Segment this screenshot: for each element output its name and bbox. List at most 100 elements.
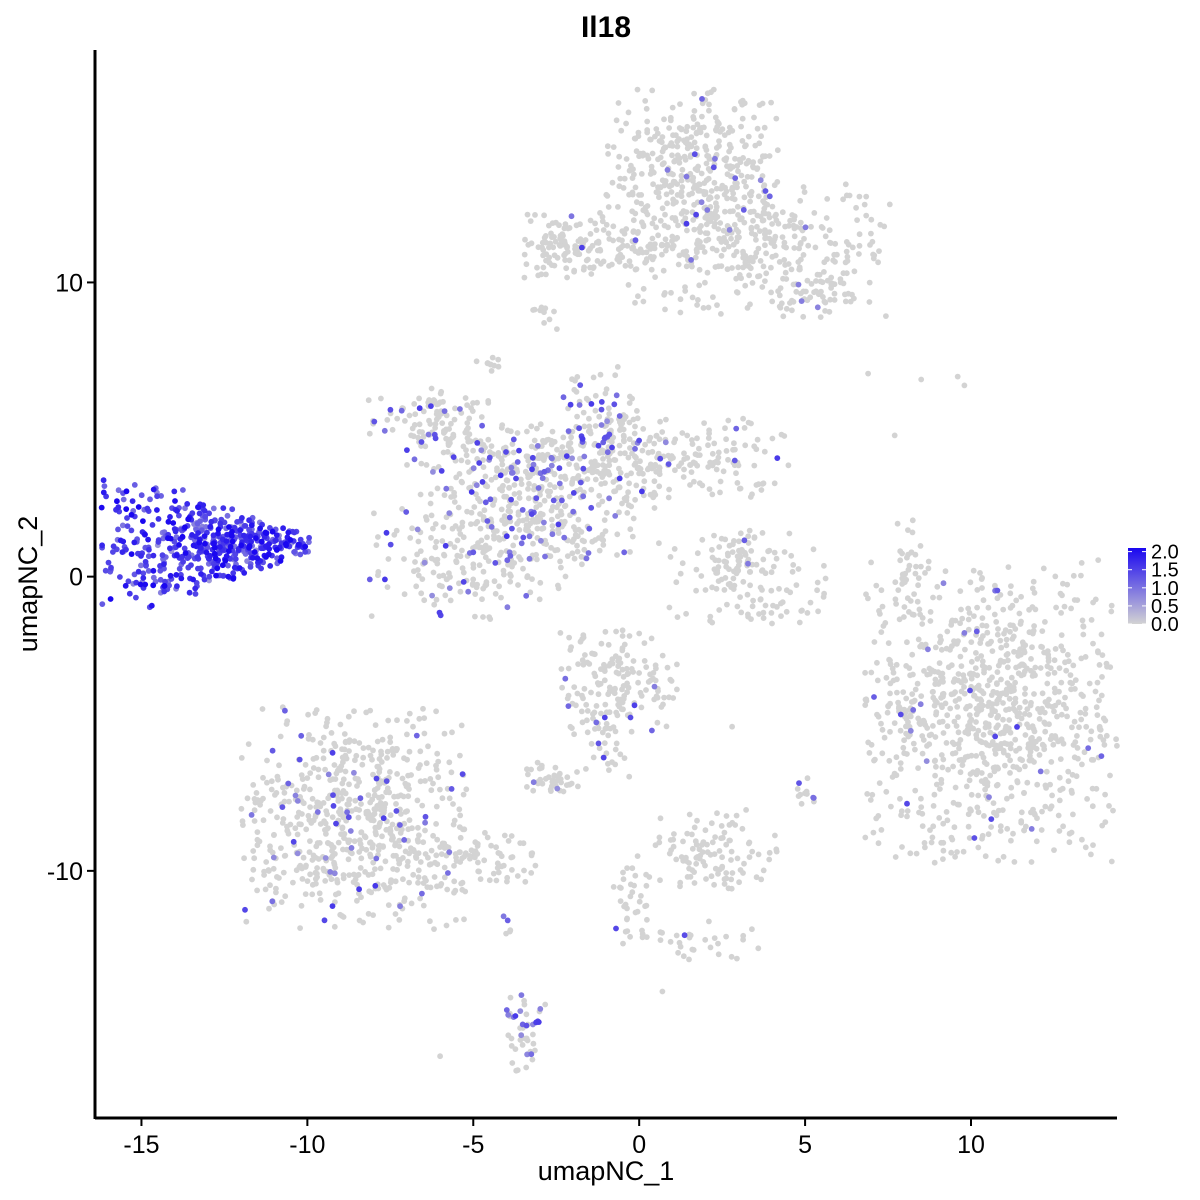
cell-point xyxy=(466,415,473,422)
cell-point xyxy=(337,811,344,818)
cell-point xyxy=(458,880,465,887)
cell-point xyxy=(924,725,931,731)
cell-point xyxy=(209,568,215,575)
cell-point xyxy=(1000,716,1006,723)
cell-point xyxy=(422,827,428,834)
cell-point xyxy=(599,498,606,505)
cell-point xyxy=(734,289,741,296)
cell-point xyxy=(677,943,684,950)
cell-point xyxy=(433,416,440,423)
cell-point xyxy=(728,953,735,960)
cell-point xyxy=(714,302,720,308)
cell-point xyxy=(968,791,975,798)
cell-point xyxy=(456,824,463,830)
cell-point xyxy=(687,462,694,468)
cell-point xyxy=(535,778,542,785)
cell-point xyxy=(661,116,667,123)
cell-point xyxy=(746,272,752,279)
cell-point xyxy=(579,436,586,442)
cell-point xyxy=(1053,604,1059,611)
cell-point xyxy=(957,769,964,776)
cell-point xyxy=(198,571,204,577)
cell-point xyxy=(673,199,679,206)
cell-point xyxy=(726,566,732,573)
cell-point xyxy=(807,599,814,606)
cell-point xyxy=(1000,700,1006,706)
cell-point xyxy=(900,744,907,751)
cell-point xyxy=(1060,740,1067,747)
cell-point xyxy=(441,492,448,498)
cell-point xyxy=(207,552,214,559)
cell-point xyxy=(380,882,387,888)
cell-point xyxy=(534,556,540,563)
cell-point xyxy=(631,702,638,709)
cell-point xyxy=(210,505,217,512)
cell-point xyxy=(540,252,546,259)
cell-point xyxy=(1113,736,1119,743)
cell-point xyxy=(919,823,926,829)
cell-point xyxy=(355,776,361,782)
cell-point xyxy=(883,788,890,795)
cell-point xyxy=(1071,718,1078,725)
cell-point xyxy=(1047,805,1054,812)
cell-point xyxy=(598,710,604,717)
cell-point xyxy=(231,564,238,571)
cell-point xyxy=(598,640,605,647)
cell-point xyxy=(567,647,574,653)
cell-point xyxy=(660,145,667,152)
cell-point xyxy=(259,706,266,712)
cell-point xyxy=(709,546,715,553)
cell-point xyxy=(915,765,921,771)
cell-point xyxy=(885,703,891,709)
cell-point xyxy=(367,851,373,858)
cell-point xyxy=(664,167,671,173)
cell-point xyxy=(1052,646,1059,652)
cell-point xyxy=(616,484,623,490)
cell-point xyxy=(730,575,737,582)
cell-point xyxy=(123,488,130,495)
cell-point xyxy=(824,277,831,284)
cell-point xyxy=(671,179,678,185)
cell-point xyxy=(652,274,658,280)
cell-point xyxy=(699,113,705,120)
cell-point xyxy=(195,565,201,572)
cell-point xyxy=(428,512,435,519)
cell-point xyxy=(430,832,436,839)
cell-point xyxy=(869,791,876,798)
cell-point xyxy=(778,300,785,307)
cell-point xyxy=(959,615,966,622)
cell-point xyxy=(513,500,519,507)
cell-point xyxy=(1007,745,1014,752)
cell-point xyxy=(352,757,358,764)
cell-point xyxy=(157,567,164,574)
cell-point xyxy=(1038,827,1045,833)
cell-point xyxy=(1003,642,1010,649)
cell-point xyxy=(537,501,543,508)
cell-point xyxy=(951,676,958,683)
cell-point xyxy=(354,897,360,904)
cell-point xyxy=(1045,671,1052,677)
cell-point xyxy=(717,489,723,496)
cell-point xyxy=(539,475,546,482)
cell-point xyxy=(507,578,514,585)
cell-point xyxy=(925,646,931,653)
cell-point xyxy=(853,204,859,211)
cell-point xyxy=(737,530,744,537)
cell-point xyxy=(402,848,409,855)
cell-point xyxy=(345,856,352,863)
cell-point xyxy=(901,614,907,620)
cell-point xyxy=(443,843,450,850)
cell-point xyxy=(384,755,390,761)
cell-point xyxy=(684,830,691,837)
cell-point xyxy=(733,425,740,432)
cell-point xyxy=(297,551,304,558)
cell-point xyxy=(982,853,989,860)
cell-point xyxy=(677,101,683,107)
cell-point xyxy=(1070,572,1077,579)
cell-point xyxy=(412,559,418,565)
cell-point xyxy=(967,723,974,730)
cell-point xyxy=(453,559,460,566)
cell-point xyxy=(446,426,452,432)
cell-point xyxy=(626,633,633,639)
cell-point xyxy=(735,228,742,235)
